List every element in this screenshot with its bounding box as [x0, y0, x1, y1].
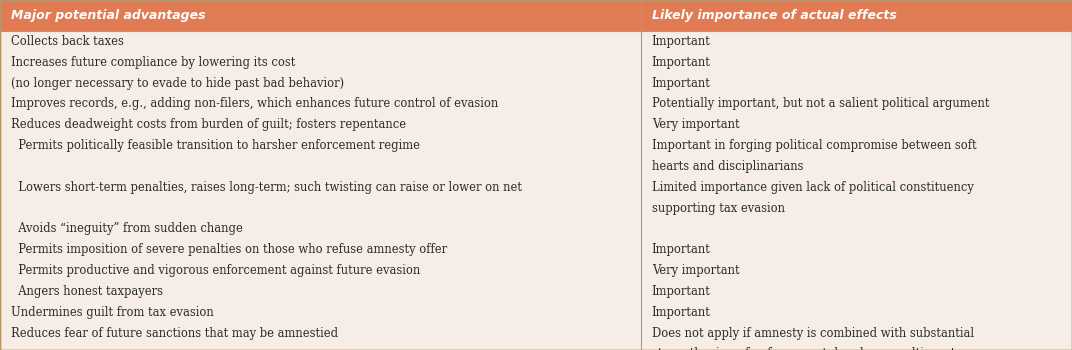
- Text: Permits productive and vigorous enforcement against future evasion: Permits productive and vigorous enforcem…: [11, 264, 420, 277]
- Text: Avoids “ineguity” from sudden change: Avoids “ineguity” from sudden change: [11, 223, 242, 236]
- Text: Undermines guilt from tax evasion: Undermines guilt from tax evasion: [11, 306, 213, 319]
- Text: Important: Important: [652, 35, 711, 48]
- Text: Potentially important, but not a salient political argument: Potentially important, but not a salient…: [652, 97, 989, 111]
- Text: hearts and disciplinarians: hearts and disciplinarians: [652, 160, 803, 173]
- Text: Permits politically feasible transition to harsher enforcement regime: Permits politically feasible transition …: [11, 139, 420, 152]
- Text: Important: Important: [652, 56, 711, 69]
- Text: Collects back taxes: Collects back taxes: [11, 35, 123, 48]
- Text: Important: Important: [652, 77, 711, 90]
- Text: supporting tax evasion: supporting tax evasion: [652, 202, 785, 215]
- Text: Important: Important: [652, 285, 711, 298]
- Text: Reduces deadweight costs from burden of guilt; fosters repentance: Reduces deadweight costs from burden of …: [11, 118, 406, 131]
- Text: Important: Important: [652, 243, 711, 256]
- Text: Increases future compliance by lowering its cost: Increases future compliance by lowering …: [11, 56, 295, 69]
- Text: Important: Important: [652, 306, 711, 319]
- Text: (no longer necessary to evade to hide past bad behavior): (no longer necessary to evade to hide pa…: [11, 77, 344, 90]
- Text: Limited importance given lack of political constituency: Limited importance given lack of politic…: [652, 181, 973, 194]
- Text: Improves records, e.g., adding non-filers, which enhances future control of evas: Improves records, e.g., adding non-filer…: [11, 97, 498, 111]
- Text: strengthening of enforcement, harsher penalties, etc.: strengthening of enforcement, harsher pe…: [652, 347, 966, 350]
- Text: Angers honest taxpayers: Angers honest taxpayers: [11, 285, 163, 298]
- Text: Permits imposition of severe penalties on those who refuse amnesty offer: Permits imposition of severe penalties o…: [11, 243, 447, 256]
- Text: Likely importance of actual effects: Likely importance of actual effects: [652, 9, 896, 22]
- Text: Important in forging political compromise between soft: Important in forging political compromis…: [652, 139, 977, 152]
- Text: Does not apply if amnesty is combined with substantial: Does not apply if amnesty is combined wi…: [652, 327, 973, 340]
- Text: Very important: Very important: [652, 118, 740, 131]
- Text: Lowers short-term penalties, raises long-term; such twisting can raise or lower : Lowers short-term penalties, raises long…: [11, 181, 522, 194]
- Text: Very important: Very important: [652, 264, 740, 277]
- Text: Reduces fear of future sanctions that may be amnestied: Reduces fear of future sanctions that ma…: [11, 327, 338, 340]
- Text: Major potential advantages: Major potential advantages: [11, 9, 206, 22]
- Bar: [0, 0, 1072, 31]
